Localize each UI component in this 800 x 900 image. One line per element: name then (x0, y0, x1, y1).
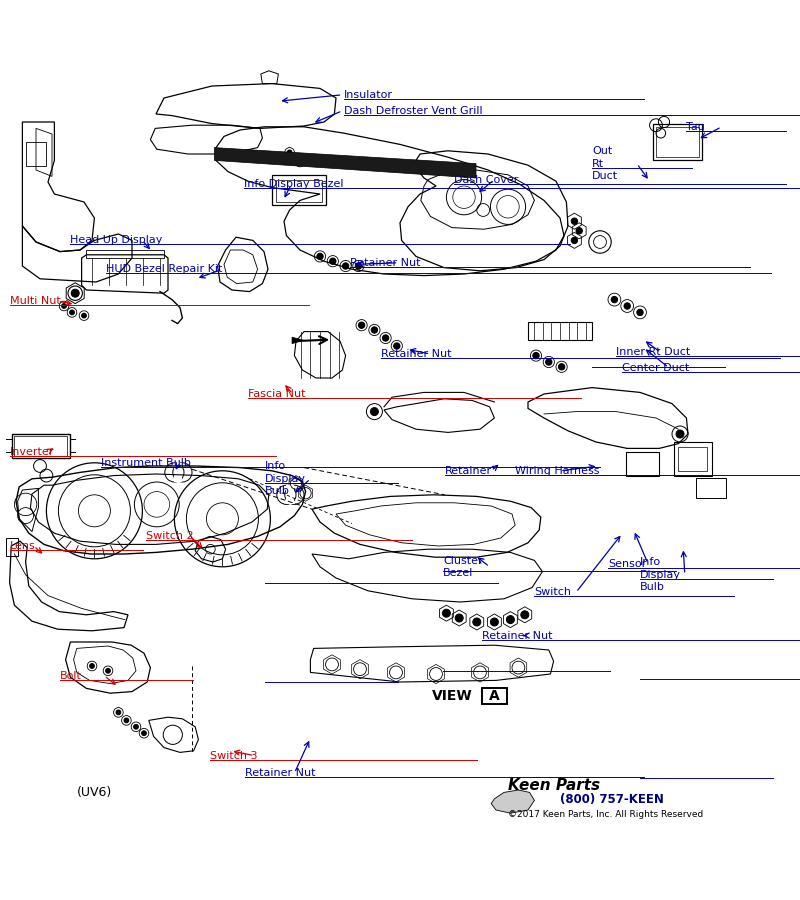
Text: Retainer Nut: Retainer Nut (381, 349, 451, 359)
Text: Switch 2: Switch 2 (146, 531, 194, 542)
Polygon shape (491, 790, 534, 814)
Circle shape (71, 289, 79, 297)
Circle shape (287, 150, 292, 155)
Circle shape (298, 159, 302, 165)
Circle shape (490, 618, 498, 626)
Bar (272, 175, 326, 205)
Circle shape (90, 663, 94, 669)
Bar (696, 478, 726, 498)
Bar (26, 142, 46, 166)
Bar (14, 436, 67, 455)
Text: Retainer Nut: Retainer Nut (482, 631, 552, 641)
Circle shape (134, 724, 138, 729)
Bar (678, 446, 707, 471)
Circle shape (382, 335, 389, 341)
Text: (800) 757-KEEN: (800) 757-KEEN (560, 793, 664, 806)
Bar (674, 442, 712, 475)
Circle shape (342, 263, 349, 269)
Bar (528, 322, 592, 339)
Circle shape (637, 310, 643, 316)
Circle shape (124, 718, 129, 723)
Circle shape (106, 669, 110, 673)
Text: Bolt: Bolt (60, 670, 82, 680)
Text: Retainer Nut: Retainer Nut (350, 257, 421, 268)
Text: Cluster
Bezel: Cluster Bezel (443, 555, 483, 578)
Bar (286, 485, 294, 504)
Text: Sensor: Sensor (608, 559, 646, 569)
Text: Dash Cover: Dash Cover (454, 175, 518, 184)
Polygon shape (214, 148, 476, 178)
Circle shape (521, 611, 529, 619)
Text: HUD Bezel Repair Kit: HUD Bezel Repair Kit (106, 265, 222, 274)
Circle shape (371, 327, 378, 333)
Circle shape (82, 313, 86, 318)
Circle shape (142, 731, 146, 735)
Bar (482, 688, 507, 705)
Circle shape (370, 408, 378, 416)
Text: Dash Defroster Vent Grill: Dash Defroster Vent Grill (344, 106, 482, 116)
Circle shape (317, 253, 323, 259)
Text: Inner Rt Duct: Inner Rt Duct (616, 347, 690, 357)
Circle shape (442, 609, 450, 617)
Circle shape (70, 310, 74, 315)
Circle shape (611, 296, 618, 302)
Circle shape (358, 322, 365, 328)
Text: Head Up Display: Head Up Display (70, 236, 162, 246)
Text: Retainer: Retainer (445, 466, 492, 476)
Text: Inverter: Inverter (10, 446, 54, 456)
Circle shape (116, 710, 121, 715)
Text: Tag: Tag (686, 122, 706, 131)
Text: A: A (489, 689, 500, 704)
Bar (12, 434, 70, 458)
Text: Info Display Bezel: Info Display Bezel (244, 179, 343, 189)
Text: Switch 3: Switch 3 (210, 751, 258, 760)
Text: Wiring Harness: Wiring Harness (515, 466, 600, 476)
Text: Info
Display
Bulb: Info Display Bulb (265, 462, 306, 496)
Text: Keen Parts: Keen Parts (508, 778, 600, 794)
Bar (174, 463, 182, 482)
Bar (626, 452, 659, 475)
Circle shape (571, 238, 578, 244)
Text: (UV6): (UV6) (77, 786, 112, 799)
Circle shape (546, 359, 552, 365)
Circle shape (355, 263, 362, 269)
Circle shape (394, 343, 400, 349)
Circle shape (330, 258, 336, 265)
Text: VIEW: VIEW (432, 689, 473, 704)
Circle shape (62, 303, 66, 309)
Text: Multi Nut: Multi Nut (10, 296, 60, 306)
Circle shape (558, 364, 565, 370)
Text: Switch: Switch (534, 588, 571, 598)
Text: Instrument Bulb: Instrument Bulb (101, 458, 190, 468)
Bar (276, 180, 322, 202)
Bar (6, 538, 18, 555)
Text: Info
Display
Bulb: Info Display Bulb (640, 557, 681, 592)
Text: Retainer Nut: Retainer Nut (245, 769, 315, 778)
Text: ©2017 Keen Parts, Inc. All Rights Reserved: ©2017 Keen Parts, Inc. All Rights Reserv… (508, 810, 703, 819)
Circle shape (533, 353, 539, 359)
Circle shape (473, 618, 481, 626)
Circle shape (571, 218, 578, 224)
Bar (656, 127, 699, 158)
Circle shape (576, 228, 582, 234)
Circle shape (676, 430, 684, 438)
Circle shape (506, 616, 514, 624)
Text: Center Duct: Center Duct (622, 363, 690, 373)
Text: Insulator: Insulator (344, 90, 393, 100)
Text: Fascia Nut: Fascia Nut (248, 389, 306, 399)
Circle shape (455, 614, 463, 622)
Text: Lens: Lens (10, 541, 35, 551)
Polygon shape (292, 338, 304, 344)
Text: Out
Rt
Duct: Out Rt Duct (592, 146, 618, 181)
Circle shape (624, 302, 630, 310)
Bar (653, 123, 702, 160)
